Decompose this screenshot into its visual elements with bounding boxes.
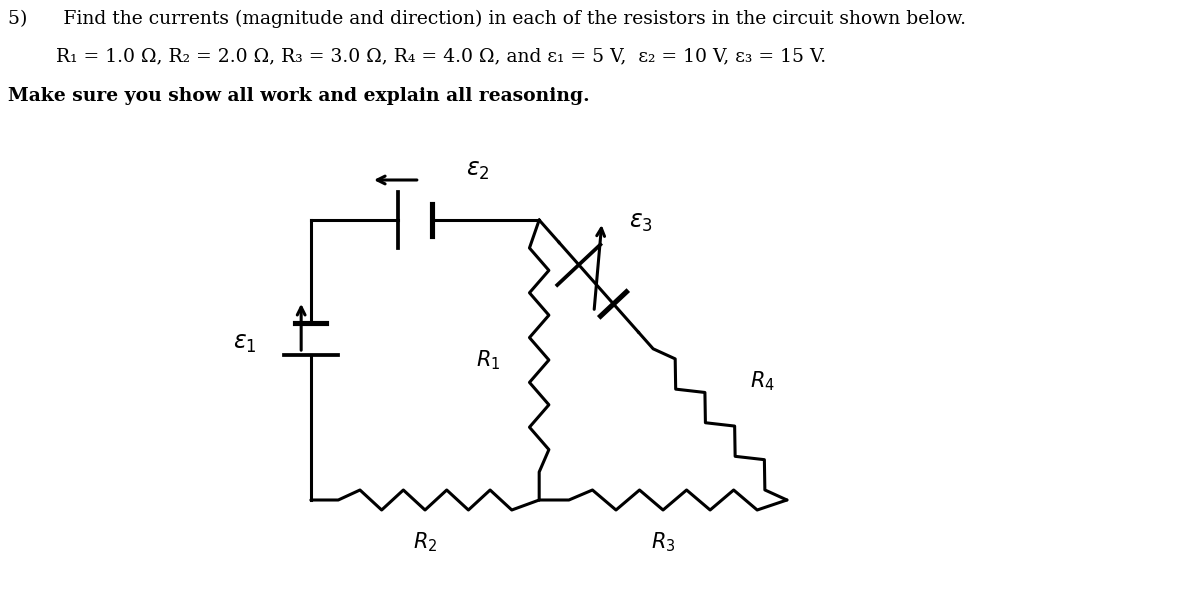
Text: $R_1$: $R_1$	[476, 348, 500, 372]
Text: $R_2$: $R_2$	[413, 530, 437, 554]
Text: $R_3$: $R_3$	[650, 530, 676, 554]
Text: $R_4$: $R_4$	[750, 369, 775, 393]
Text: $\varepsilon_3$: $\varepsilon_3$	[629, 211, 653, 234]
Text: $\varepsilon_1$: $\varepsilon_1$	[233, 333, 257, 356]
Text: Make sure you show all work and explain all reasoning.: Make sure you show all work and explain …	[7, 87, 589, 105]
Text: 5)      Find the currents (magnitude and direction) in each of the resistors in : 5) Find the currents (magnitude and dire…	[7, 10, 966, 28]
Text: $\varepsilon_2$: $\varepsilon_2$	[467, 159, 490, 182]
Text: R₁ = 1.0 Ω, R₂ = 2.0 Ω, R₃ = 3.0 Ω, R₄ = 4.0 Ω, and ε₁ = 5 V,  ε₂ = 10 V, ε₃ = 1: R₁ = 1.0 Ω, R₂ = 2.0 Ω, R₃ = 3.0 Ω, R₄ =…	[7, 47, 826, 65]
